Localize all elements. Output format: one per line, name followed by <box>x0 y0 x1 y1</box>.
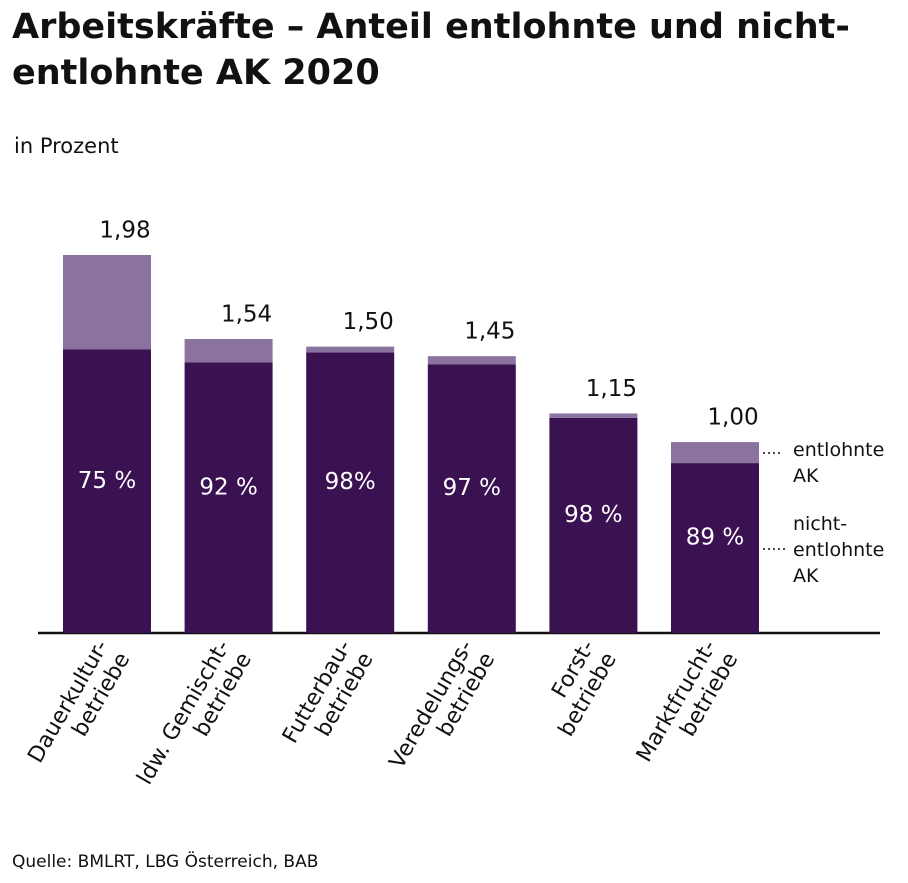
bar-segment <box>427 356 516 365</box>
total-label: 1,50 <box>343 309 394 335</box>
bar-segment <box>671 442 759 464</box>
legend-label: nicht-entlohnte AK <box>793 513 885 587</box>
source: Quelle: BMLRT, LBG Österreich, BAB <box>12 852 319 872</box>
x-tick-label: Forst-betriebe <box>547 636 622 741</box>
bar-segment <box>63 255 151 350</box>
total-label: 1,45 <box>464 319 515 345</box>
bar-segment <box>306 352 395 633</box>
data-label: 89 % <box>686 525 744 551</box>
legend-label: entlohnte AK <box>793 439 885 487</box>
data-label: 92 % <box>199 474 257 500</box>
data-label: 97 % <box>443 475 501 501</box>
bar-segment <box>63 349 151 633</box>
bar-segment <box>184 339 273 363</box>
x-tick-label: Dauerkultur-betriebe <box>23 636 135 767</box>
total-label: 1,15 <box>586 376 637 402</box>
x-tick-label: Futterbau-betriebe <box>278 636 379 748</box>
bar-segment <box>306 346 395 353</box>
data-label: 98% <box>325 469 376 495</box>
x-tick-label: Veredelungs-betriebe <box>385 636 500 773</box>
x-tick-label: ldw. Gemischt-betriebe <box>133 636 257 789</box>
bar-segment <box>427 364 516 633</box>
total-label: 1,00 <box>707 405 758 431</box>
total-label: 1,54 <box>221 302 272 328</box>
chart-subtitle: in Prozent <box>14 134 119 158</box>
bar-segment <box>549 417 638 633</box>
data-label: 98 % <box>564 502 622 528</box>
data-label: 75 % <box>78 468 136 494</box>
bar-segment <box>671 463 759 633</box>
bar-segment <box>549 413 638 418</box>
total-label: 1,98 <box>99 218 150 244</box>
bar-segment <box>184 362 273 633</box>
x-tick-label: Marktfrucht-betriebe <box>632 636 743 766</box>
chart-title: Arbeitskräfte – Anteil entlohnte und nic… <box>12 7 850 93</box>
